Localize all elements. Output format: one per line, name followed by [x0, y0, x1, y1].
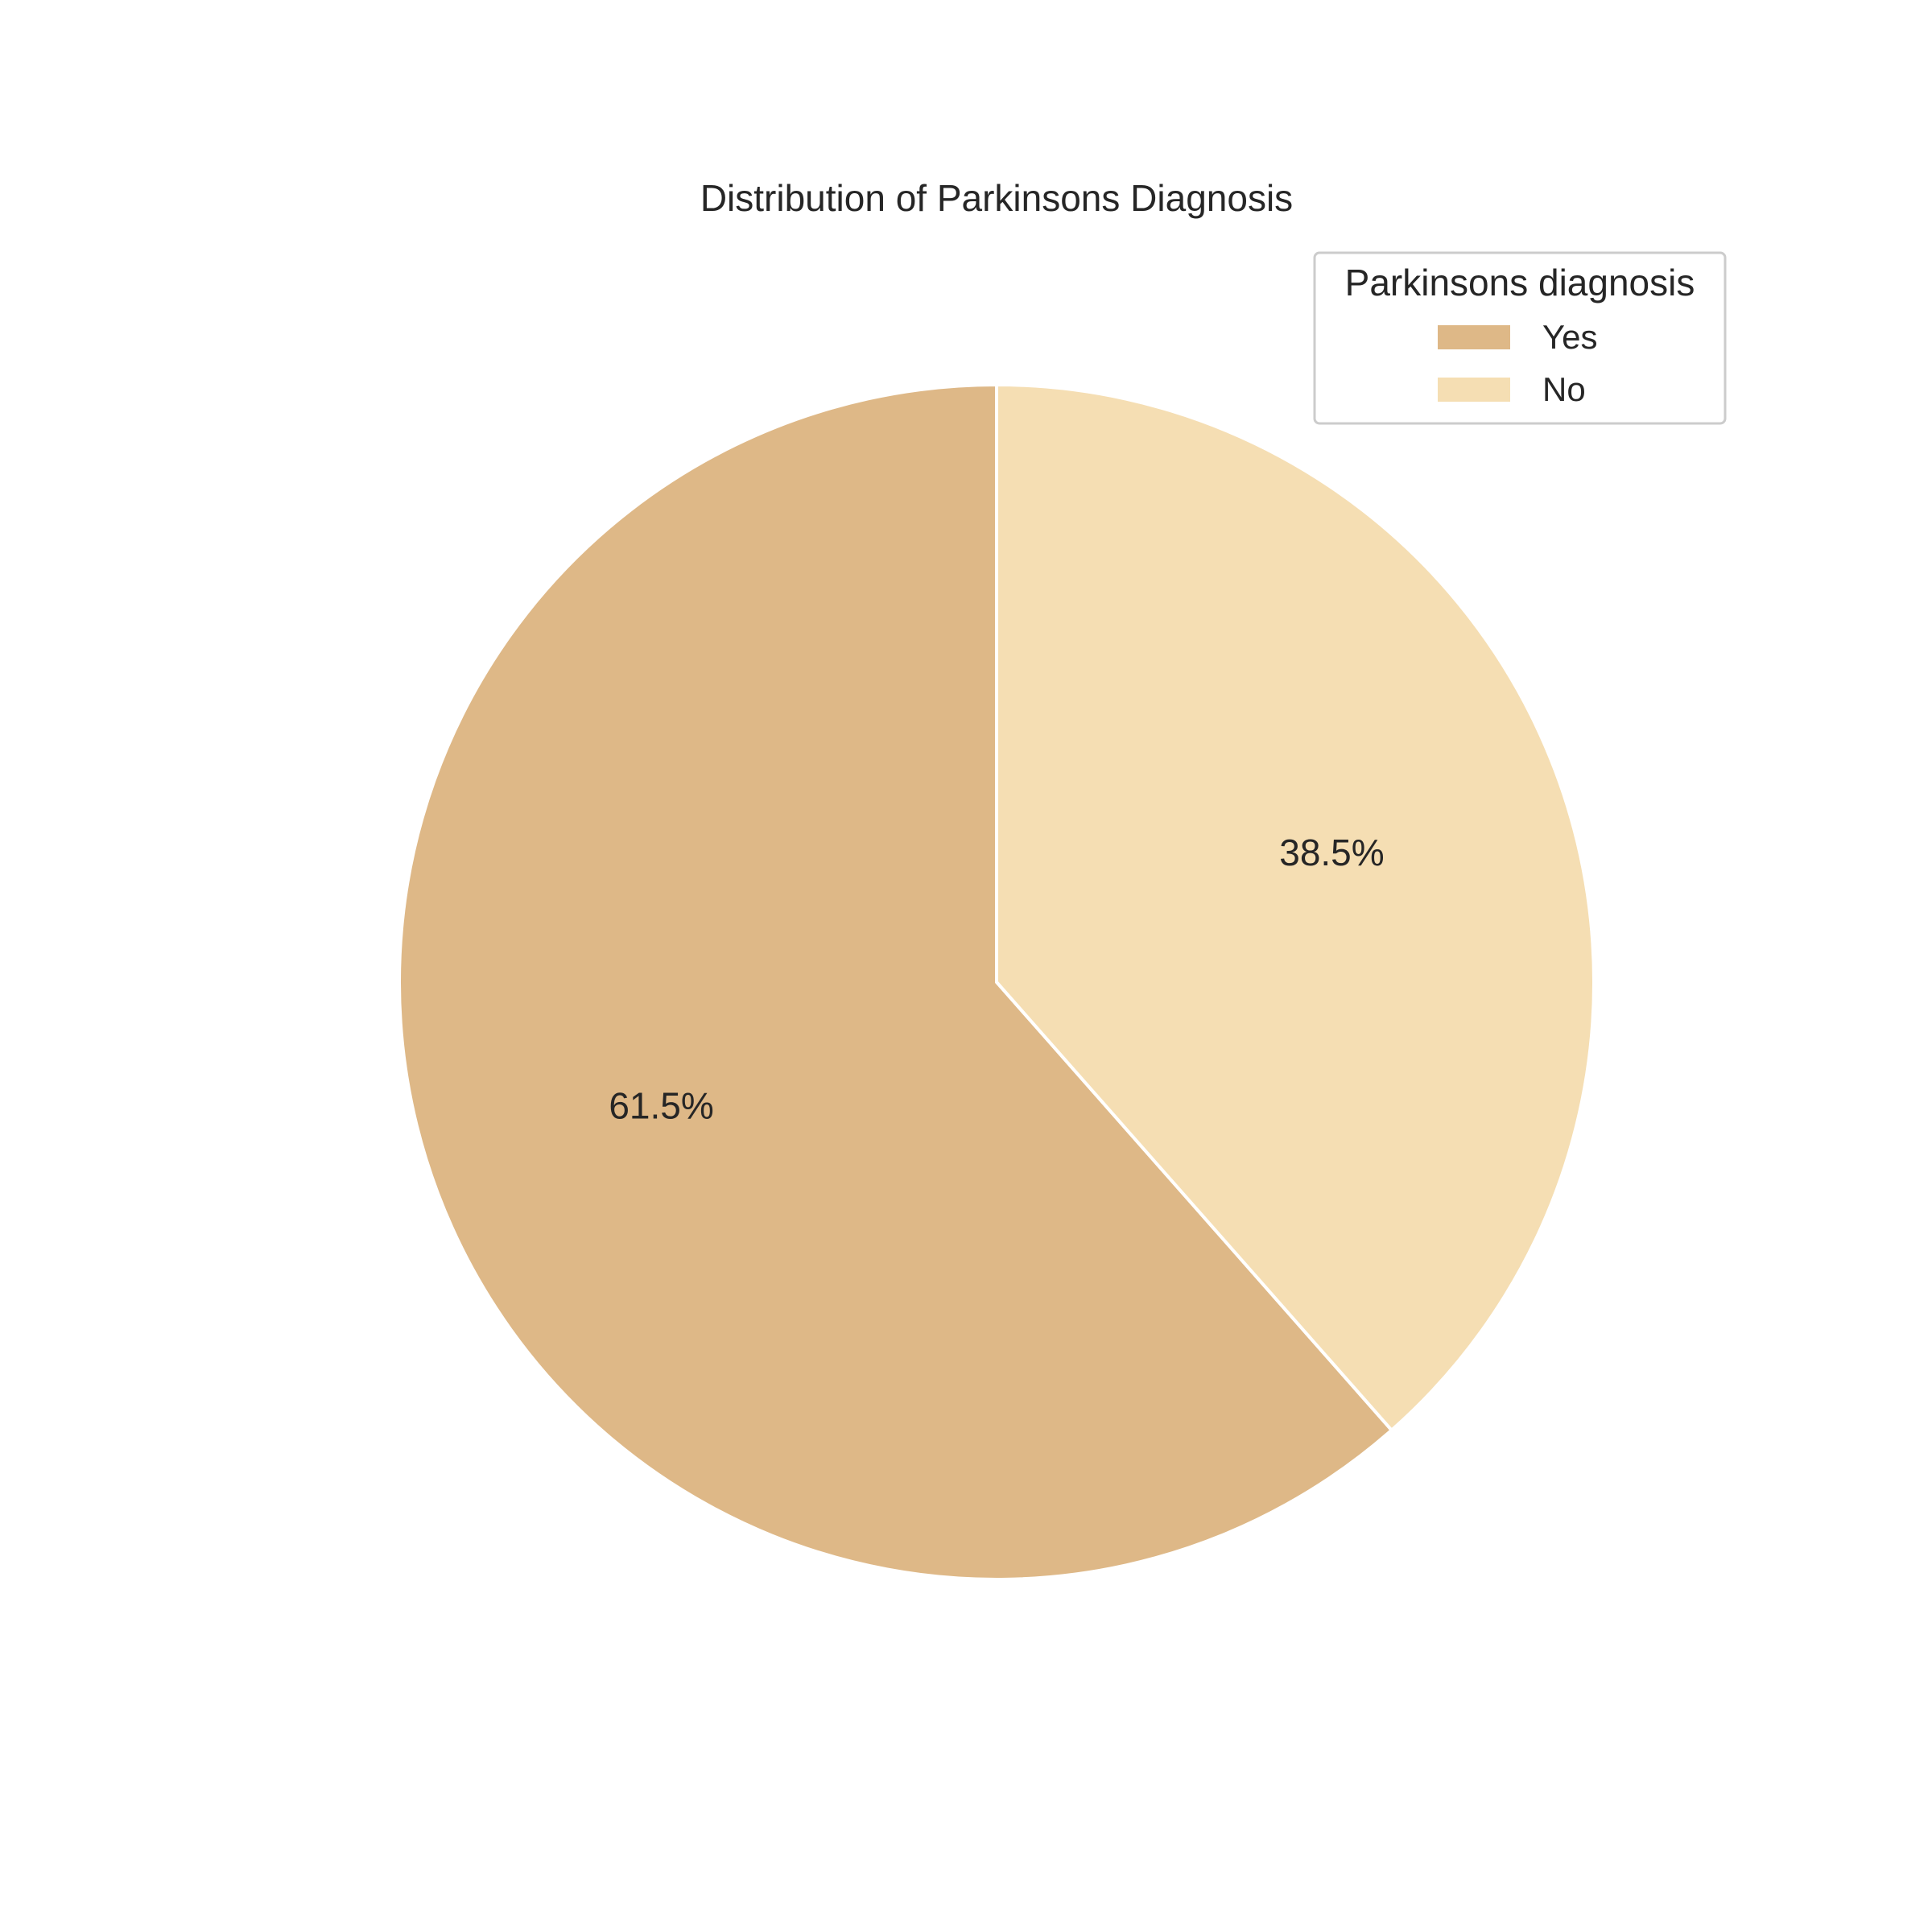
legend-swatch-yes — [1438, 325, 1510, 349]
chart-title: Distribution of Parkinsons Diagnosis — [700, 177, 1293, 219]
legend: Parkinsons diagnosis Yes No — [1313, 251, 1727, 425]
legend-label-no: No — [1542, 370, 1586, 408]
pie-slice-no — [995, 382, 1596, 1433]
slice-percent-label: 61.5% — [609, 1085, 713, 1127]
legend-items: Yes No — [1438, 318, 1598, 408]
pie-slice-yes — [398, 382, 1394, 1581]
pie-slice-labels: 61.5% 38.5% — [609, 832, 1384, 1127]
slice-percent-label: 38.5% — [1279, 832, 1384, 873]
legend-label-yes: Yes — [1542, 318, 1598, 356]
legend-title: Parkinsons diagnosis — [1345, 262, 1695, 303]
pie-slices — [398, 382, 1596, 1581]
legend-frame — [1313, 251, 1727, 425]
legend-swatch-no — [1438, 378, 1510, 402]
